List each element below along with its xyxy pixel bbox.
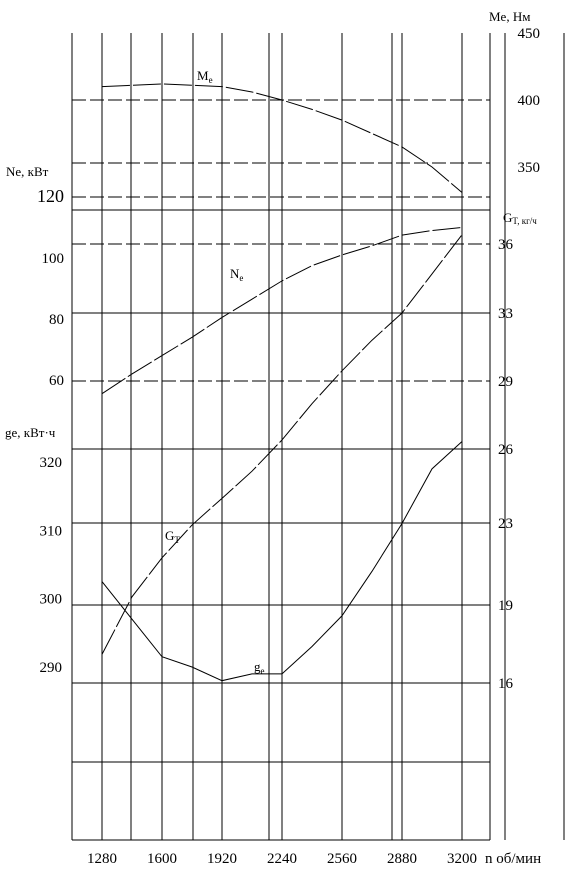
ne-axis: Ne, кВт 120 100 80 60 xyxy=(6,164,64,389)
x-axis: 1280 1600 1920 2240 2560 2880 3200 n об/мин xyxy=(87,851,541,867)
series-line-Me xyxy=(101,83,463,193)
me-tick-label-350: 350 xyxy=(518,160,541,176)
ge-axis-label-unit: кВт·ч xyxy=(21,425,56,440)
series-line-GT xyxy=(101,234,463,655)
series-label-main-ge: g xyxy=(254,659,261,674)
ge-tick-label-290: 290 xyxy=(40,660,63,676)
series-curves xyxy=(101,83,463,682)
gt-tick-label-19: 19 xyxy=(498,598,513,614)
x-tick-label-1600: 1600 xyxy=(147,851,177,867)
series-label-GT: GT xyxy=(165,528,180,545)
me-tick-label-400: 400 xyxy=(518,93,541,109)
gt-tick-label-29: 29 xyxy=(498,374,513,390)
series-label-main-Ne: N xyxy=(230,266,240,281)
me-axis: Me, Нм 450 400 350 xyxy=(489,9,540,176)
series-label-sub-Ne: e xyxy=(239,273,243,283)
gt-tick-label-33: 33 xyxy=(498,306,513,322)
gt-tick-label-26: 26 xyxy=(498,442,514,458)
series-line-ge xyxy=(101,441,463,682)
horizontal-gridlines xyxy=(72,99,490,763)
x-axis-label: n об/мин xyxy=(485,851,541,867)
x-tick-labels: 1280 1600 1920 2240 2560 2880 3200 xyxy=(87,851,477,867)
ne-axis-label: Ne, кВт xyxy=(6,164,49,179)
ge-tick-label-310: 310 xyxy=(40,523,63,539)
me-tick-label-450: 450 xyxy=(518,26,541,42)
gt-axis: GT, кг/ч 36 33 29 26 23 19 16 xyxy=(498,210,537,692)
x-tick-label-2560: 2560 xyxy=(327,851,357,867)
ne-tick-label-60: 60 xyxy=(49,373,64,389)
x-tick-label-1920: 1920 xyxy=(207,851,237,867)
x-tick-label-2880: 2880 xyxy=(387,851,417,867)
series-label-Ne: Ne xyxy=(230,266,243,283)
gt-tick-label-16: 16 xyxy=(498,676,514,692)
series-label-sub-ge: e xyxy=(261,666,265,676)
gt-tick-labels: 36 33 29 26 23 19 16 xyxy=(498,237,514,692)
series-label-Me: Me xyxy=(197,68,213,85)
ne-tick-label-120: 120 xyxy=(37,186,64,206)
plot-frame xyxy=(71,33,491,841)
ne-tick-labels: 120 100 80 60 xyxy=(37,186,64,389)
ge-tick-label-320: 320 xyxy=(40,455,63,471)
ne-tick-label-80: 80 xyxy=(49,312,64,328)
ge-axis: ge, кВт·ч 320 310 300 290 xyxy=(5,425,62,676)
vertical-gridlines xyxy=(101,33,565,840)
x-tick-label-2240: 2240 xyxy=(267,851,297,867)
gt-axis-label: GT, кг/ч xyxy=(503,210,537,226)
gt-tick-label-36: 36 xyxy=(498,237,514,253)
gt-tick-label-23: 23 xyxy=(498,516,513,532)
ge-axis-label-main: ge, xyxy=(5,425,21,440)
series-label-sub-Me: e xyxy=(209,75,213,85)
me-axis-label: Me, Нм xyxy=(489,9,530,24)
series-line-Ne xyxy=(101,227,463,395)
ge-axis-label: ge, кВт·ч xyxy=(5,425,56,440)
ne-tick-label-100: 100 xyxy=(42,251,65,267)
gt-axis-label-sub: T, кг/ч xyxy=(512,216,537,226)
series-label-main-GT: G xyxy=(165,528,174,543)
gt-axis-label-main: G xyxy=(503,210,512,225)
series-label-sub-GT: T xyxy=(174,535,180,545)
ge-tick-label-300: 300 xyxy=(40,592,63,608)
x-tick-label-3200: 3200 xyxy=(447,851,477,867)
series-label-ge: ge xyxy=(254,659,265,676)
series-label-main-Me: M xyxy=(197,68,209,83)
x-tick-label-1280: 1280 xyxy=(87,851,117,867)
ge-tick-labels: 320 310 300 290 xyxy=(40,455,63,676)
me-tick-labels: 450 400 350 xyxy=(518,26,541,176)
